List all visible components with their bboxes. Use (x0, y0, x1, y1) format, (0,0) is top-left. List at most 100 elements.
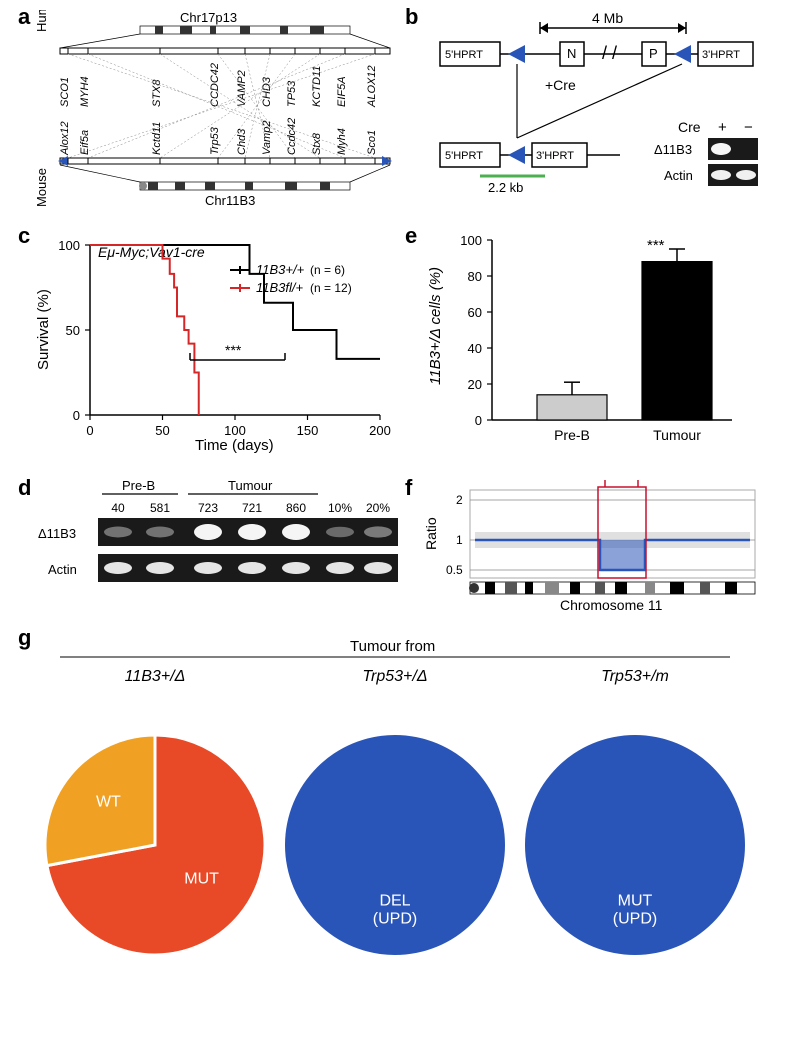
svg-text:/: / (612, 43, 617, 63)
svg-text:WT: WT (96, 793, 121, 810)
svg-text:5'HPRT: 5'HPRT (445, 150, 483, 162)
panel-c: 050100 050100150200 Eμ-Myc;Vav1-cre 11B3… (30, 225, 400, 460)
svg-text:Myh4: Myh4 (336, 128, 348, 155)
svg-text:100: 100 (224, 423, 246, 438)
svg-text:+: + (718, 119, 727, 136)
c-ylabel: Survival (%) (35, 289, 52, 370)
panel-d: Pre-B Tumour 4058172372186010%20% Δ11B3 … (30, 480, 400, 610)
svg-text:Chromosome 11: Chromosome 11 (560, 597, 663, 613)
svg-text:***: *** (225, 342, 242, 358)
svg-text:TP53: TP53 (286, 80, 298, 107)
synteny-diagram: Human Chr17p13 SCO1MYH4STX8CCDC42VAMP2CH… (30, 10, 400, 220)
span-4mb: 4 Mb (592, 10, 623, 26)
panel-a: Human Chr17p13 SCO1MYH4STX8CCDC42VAMP2CH… (30, 10, 400, 210)
svg-text:150: 150 (297, 423, 319, 438)
svg-text:Ccdc42: Ccdc42 (286, 118, 298, 155)
svg-text:MUT: MUT (184, 871, 219, 888)
svg-text:10%: 10% (328, 501, 352, 515)
svg-text:50: 50 (66, 323, 80, 338)
svg-text:60: 60 (468, 305, 482, 320)
human-label: Human (34, 10, 49, 32)
svg-text:(n = 12): (n = 12) (310, 281, 352, 295)
cgh-plot: 2 1 0.5 11B3 Chromosome 11 Ratio (420, 480, 770, 615)
svg-text:0: 0 (86, 423, 93, 438)
panel-b-label: b (405, 4, 418, 30)
svg-text:723: 723 (198, 501, 218, 515)
bar-chart: 0 20 40 60 80 100 Pre-B Tumour *** 11B3+/Δ cel… (420, 225, 770, 460)
pie-charts: Tumour from 11B3+/ΔMUTWTTrp53+/ΔDEL(UPD)… (30, 635, 760, 1015)
svg-text:Sco1: Sco1 (366, 130, 378, 155)
svg-text:MYH4: MYH4 (79, 76, 91, 107)
svg-text:Δ11B3: Δ11B3 (654, 142, 692, 157)
svg-text:0: 0 (475, 413, 482, 428)
svg-text:MUT: MUT (618, 893, 653, 910)
svg-text:Δ11B3: Δ11B3 (38, 526, 76, 541)
svg-text:40: 40 (468, 341, 482, 356)
cre-diagram: 4 Mb 5'HPRT N // P 3'HPRT +Cre 5'HPRT 3'… (420, 10, 770, 220)
svg-text:−: − (744, 119, 753, 136)
svg-text:DEL: DEL (379, 893, 410, 910)
svg-text:Ratio: Ratio (423, 517, 439, 550)
svg-text:Kctd11: Kctd11 (151, 122, 163, 155)
svg-text:Trp53: Trp53 (209, 126, 221, 155)
svg-text:VAMP2: VAMP2 (236, 70, 248, 107)
svg-text:ALOX12: ALOX12 (366, 65, 378, 108)
svg-text:0.5: 0.5 (446, 563, 463, 577)
chr-human-label: Chr17p13 (180, 10, 237, 25)
svg-text:2: 2 (456, 493, 463, 507)
svg-text:0: 0 (73, 408, 80, 423)
c-xlabel: Time (days) (195, 437, 274, 454)
svg-text:5'HPRT: 5'HPRT (445, 49, 483, 61)
svg-text:100: 100 (460, 233, 482, 248)
svg-text:80: 80 (468, 269, 482, 284)
svg-text:(UPD): (UPD) (613, 911, 657, 928)
svg-text:860: 860 (286, 501, 306, 515)
svg-text:3'HPRT: 3'HPRT (536, 150, 574, 162)
svg-text:CCDC42: CCDC42 (209, 63, 221, 107)
panel-g: Tumour from 11B3+/ΔMUTWTTrp53+/ΔDEL(UPD)… (30, 635, 760, 1015)
panel-b: 4 Mb 5'HPRT N // P 3'HPRT +Cre 5'HPRT 3'… (420, 10, 770, 210)
svg-text:200: 200 (369, 423, 391, 438)
survival-curve: 050100 050100150200 Eμ-Myc;Vav1-cre 11B3… (30, 225, 400, 460)
svg-text:Actin: Actin (664, 168, 693, 183)
mouse-label: Mouse (34, 168, 49, 207)
g-header: Tumour from (350, 638, 435, 655)
svg-text:1: 1 (456, 533, 463, 547)
svg-text:***: *** (647, 237, 665, 254)
svg-text:20%: 20% (366, 501, 390, 515)
e-ylabel: 11B3+/Δ cells (%) (427, 267, 444, 385)
svg-text:SCO1: SCO1 (59, 77, 71, 107)
svg-text:Tumour: Tumour (653, 427, 701, 443)
gel-cre-header: Cre (678, 119, 701, 135)
svg-text:EIF5A: EIF5A (336, 76, 348, 107)
svg-text:(UPD): (UPD) (373, 911, 417, 928)
svg-text:Actin: Actin (48, 562, 77, 577)
svg-text:50: 50 (155, 423, 169, 438)
svg-text:(n = 6): (n = 6) (310, 263, 345, 277)
svg-text:40: 40 (111, 501, 125, 515)
svg-text:Alox12: Alox12 (59, 121, 71, 156)
svg-text:Stx8: Stx8 (311, 132, 323, 155)
kb-label: 2.2 kb (488, 180, 523, 195)
svg-text:Tumour: Tumour (228, 480, 273, 493)
panel-f: 2 1 0.5 11B3 Chromosome 11 Ratio (420, 480, 770, 615)
svg-text:3'HPRT: 3'HPRT (702, 49, 740, 61)
svg-text:11B3+/Δ: 11B3+/Δ (125, 668, 186, 685)
svg-text:Trp53+/Δ: Trp53+/Δ (362, 668, 427, 685)
panel-a-label: a (18, 4, 30, 30)
panel-e: 0 20 40 60 80 100 Pre-B Tumour *** 11B3+/Δ cel… (420, 225, 770, 460)
svg-text:Pre-B: Pre-B (122, 480, 155, 493)
svg-text:Trp53+/m: Trp53+/m (601, 668, 669, 685)
svg-text:P: P (649, 46, 658, 61)
svg-text:100: 100 (58, 238, 80, 253)
svg-text:Pre-B: Pre-B (554, 427, 590, 443)
panel-f-label: f (405, 475, 412, 501)
svg-text:Vamp2: Vamp2 (261, 121, 273, 155)
svg-text:20: 20 (468, 377, 482, 392)
svg-text:721: 721 (242, 501, 262, 515)
svg-text:581: 581 (150, 501, 170, 515)
cre-label: +Cre (545, 77, 576, 93)
svg-text:N: N (567, 46, 576, 61)
panel-c-label: c (18, 223, 30, 249)
svg-text:Chd3: Chd3 (236, 128, 248, 155)
